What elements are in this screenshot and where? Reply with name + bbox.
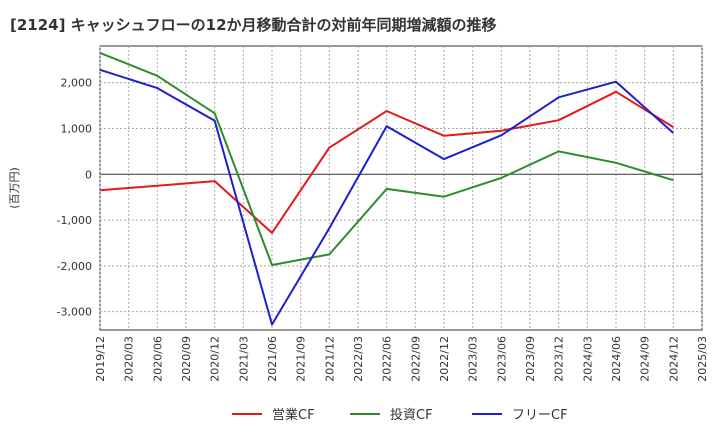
x-tick-label: 2022/06 [381,336,394,382]
x-tick-label: 2024/12 [667,336,680,382]
y-tick-label: -1,000 [57,214,92,227]
x-tick-label: 2022/09 [409,336,422,382]
plot-area [99,45,703,331]
x-tick-label: 2020/06 [151,336,164,382]
legend-label: 営業CF [272,407,315,423]
y-tick-label: 0 [85,168,92,181]
x-tick-label: 2023/12 [553,336,566,382]
y-tick-label: 2,000 [61,77,93,90]
x-tick-label: 2024/03 [581,336,594,382]
legend-label: フリーCF [512,408,568,423]
y-tick-label: 1,000 [61,122,93,135]
x-tick-label: 2023/09 [524,336,537,382]
y-tick-label: -3,000 [57,306,92,319]
x-tick-label: 2020/03 [123,336,136,382]
x-tick-label: 2020/09 [180,336,193,382]
x-tick-label: 2023/06 [495,336,508,382]
legend-label: 投資CF [390,407,433,423]
x-tick-label: 2022/12 [438,336,451,382]
x-tick-label: 2024/06 [610,336,623,382]
y-axis-label: (百万円) [8,167,21,209]
x-tick-label: 2021/03 [237,336,250,382]
x-tick-label: 2023/03 [467,336,480,382]
x-tick-label: 2025/03 [696,336,709,382]
x-tick-label: 2021/09 [295,336,308,382]
x-tick-label: 2022/03 [352,336,365,382]
series-line [99,90,674,234]
series-line [99,51,674,266]
x-tick-label: 2021/06 [266,336,279,382]
x-tick-label: 2019/12 [94,336,107,382]
x-tick-label: 2020/12 [209,336,222,382]
chart-title: [2124] キャッシュフローの12か月移動合計の対前年同期増減額の推移 [10,16,497,34]
x-tick-label: 2024/09 [639,336,652,382]
y-tick-label: -2,000 [57,260,92,273]
series-line [99,68,674,326]
x-tick-label: 2021/12 [323,336,336,382]
